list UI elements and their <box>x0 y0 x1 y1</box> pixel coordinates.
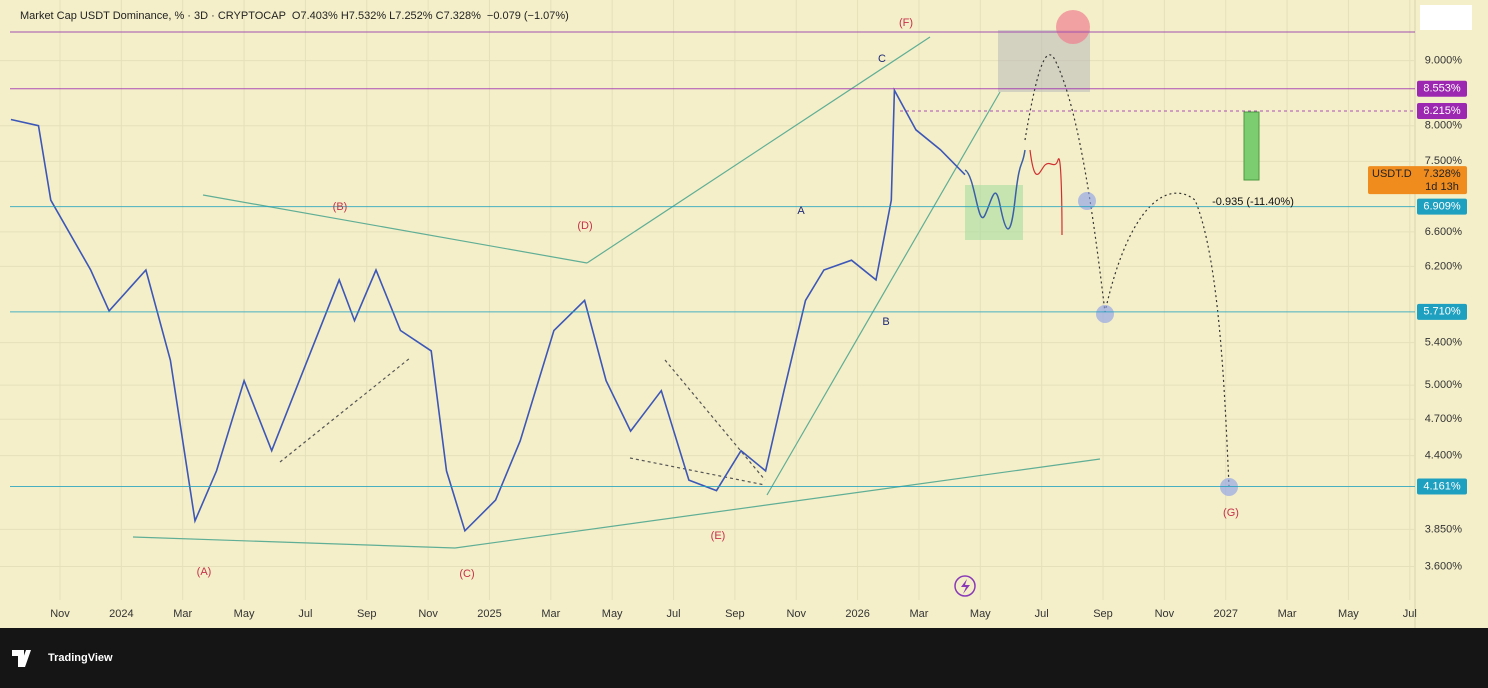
y-tick-label: 5.400% <box>1425 337 1463 349</box>
x-tick-label: Mar <box>541 608 560 620</box>
alert-icon[interactable] <box>954 575 976 597</box>
price-tag <box>1417 478 1467 495</box>
dashed-line <box>279 357 411 463</box>
blank-box <box>1420 5 1472 30</box>
x-tick-label: Sep <box>357 608 377 620</box>
wave-label: (C) <box>459 568 474 580</box>
wave-label: (D) <box>577 220 592 232</box>
footer-bar <box>0 628 1488 688</box>
wave-label: C <box>878 53 886 65</box>
alert-icon-bolt <box>961 579 970 594</box>
y-tick-label: 9.000% <box>1425 55 1463 67</box>
x-tick-label: Sep <box>725 608 745 620</box>
y-tick-label: 3.850% <box>1425 523 1463 535</box>
price-tag <box>1417 303 1467 320</box>
x-tick-label: Sep <box>1093 608 1113 620</box>
price-tag-label: 4.161% <box>1423 480 1461 492</box>
symbol: Market Cap USDT Dominance, % · 3D · CRYP… <box>20 10 286 22</box>
marker <box>1096 305 1114 323</box>
target-circle <box>1056 10 1090 44</box>
x-tick-label: 2024 <box>109 608 133 620</box>
change: −0.079 (−1.07%) <box>487 10 569 22</box>
x-tick-label: Nov <box>418 608 438 620</box>
y-tick-label: 5.000% <box>1425 379 1463 391</box>
price-line <box>10 87 966 533</box>
x-tick-label: Mar <box>909 608 928 620</box>
price-tag-label: 5.710% <box>1423 306 1461 318</box>
y-tick-label: 6.600% <box>1425 226 1463 238</box>
trendline <box>586 36 931 264</box>
wave-label: (F) <box>899 17 913 29</box>
brand-logo <box>12 650 31 667</box>
wave-label: A <box>797 205 805 217</box>
projection-scribble <box>964 149 1026 230</box>
wave-label: (A) <box>197 566 212 578</box>
x-tick-label: Mar <box>1278 608 1297 620</box>
last-price-label: 7.328% <box>1423 168 1461 180</box>
y-tick-label: 7.500% <box>1425 155 1463 167</box>
x-tick-label: Jul <box>1403 608 1417 620</box>
price-tag <box>1417 80 1467 97</box>
x-tick-label: May <box>970 608 991 620</box>
x-tick-label: Nov <box>1155 608 1175 620</box>
x-tick-label: Nov <box>50 608 70 620</box>
wave-label: (G) <box>1223 507 1239 519</box>
price-tag <box>1417 103 1467 120</box>
dashed-line <box>629 359 766 486</box>
price-tag-label: 6.909% <box>1423 201 1461 213</box>
x-tick-label: Jul <box>667 608 681 620</box>
marker <box>1078 192 1096 210</box>
price-tag <box>1417 198 1467 215</box>
x-tick-label: Mar <box>173 608 192 620</box>
y-tick-label: 6.200% <box>1425 260 1463 272</box>
y-tick-label: 4.400% <box>1425 450 1463 462</box>
trendline <box>766 91 1001 496</box>
x-tick-label: May <box>234 608 255 620</box>
x-tick-label: Jul <box>298 608 312 620</box>
projection-scribble <box>1029 149 1063 236</box>
countdown: 1d 13h <box>1425 181 1459 193</box>
brand: TradingView <box>48 652 113 664</box>
y-tick-label: 3.600% <box>1425 560 1463 572</box>
last-price-name: USDT.D <box>1372 168 1412 180</box>
measure-bar <box>1243 111 1260 181</box>
wave-label: (B) <box>333 201 348 213</box>
wave-label: B <box>882 316 889 328</box>
x-tick-label: Jul <box>1035 608 1049 620</box>
y-tick-label: 8.000% <box>1425 120 1463 132</box>
x-tick-label: 2026 <box>845 608 869 620</box>
trendline <box>454 458 1101 549</box>
price-tag-label: 8.215% <box>1423 105 1461 117</box>
y-tick-label: 4.700% <box>1425 413 1463 425</box>
wave-label: -0.935 (-11.40%) <box>1212 196 1294 208</box>
ohlc: O7.403% H7.532% L7.252% C7.328% <box>292 10 481 22</box>
grid <box>0 0 1415 600</box>
drawings <box>132 36 1101 549</box>
last-price-tag <box>1368 166 1467 195</box>
wave-label: (E) <box>711 530 726 542</box>
x-tick-label: May <box>602 608 623 620</box>
x-tick-label: 2025 <box>477 608 501 620</box>
x-tick-label: May <box>1338 608 1359 620</box>
x-tick-label: Nov <box>786 608 806 620</box>
price-tag-label: 8.553% <box>1423 83 1461 95</box>
x-tick-label: 2027 <box>1213 608 1237 620</box>
header: Market Cap USDT Dominance, % · 3D · CRYP… <box>20 10 569 22</box>
trendline <box>132 536 456 549</box>
chart-background <box>0 0 1488 628</box>
